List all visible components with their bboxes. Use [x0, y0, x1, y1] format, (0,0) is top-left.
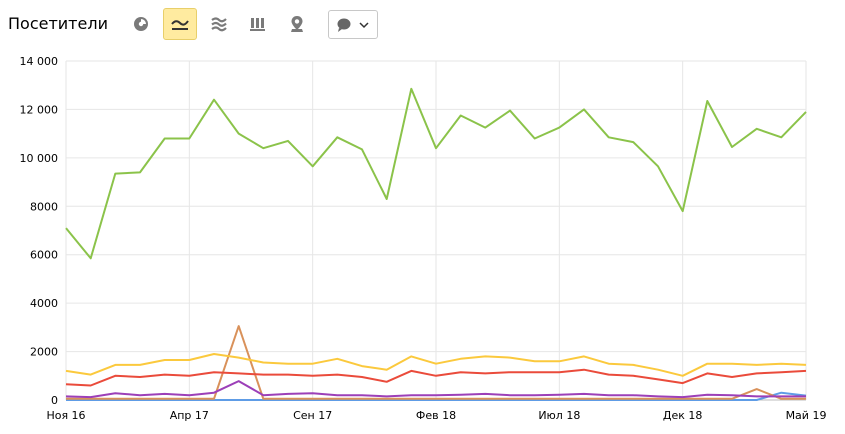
y-tick-label: 8000: [30, 200, 58, 213]
bar-chart-button[interactable]: [241, 8, 275, 40]
y-tick-label: 6000: [30, 249, 58, 262]
speech-bubble-icon: [337, 18, 351, 32]
x-tick-label: Май 19: [786, 409, 827, 422]
area-chart-button[interactable]: [202, 8, 236, 40]
x-tick-label: Сен 17: [293, 409, 332, 422]
y-tick-label: 2000: [30, 346, 58, 359]
pie-chart-button[interactable]: [124, 8, 158, 40]
y-tick-label: 12 000: [20, 103, 59, 116]
x-tick-label: Ноя 16: [46, 409, 85, 422]
chart-header: Посетители: [0, 0, 845, 52]
y-tick-label: 0: [51, 394, 58, 407]
chart-title: Посетители: [8, 14, 108, 33]
x-tick-label: Фев 18: [416, 409, 456, 422]
line-chart: 0 2000 4000 6000 8000 10 000 12 000 14 000 Ноя 1…: [20, 55, 827, 422]
y-tick-label: 10 000: [20, 152, 59, 165]
annotations-dropdown[interactable]: [328, 10, 378, 39]
bar-chart-icon: [250, 18, 265, 31]
series-line: [66, 391, 807, 401]
map-pin-icon: [291, 16, 303, 32]
x-tick-label: Июл 18: [538, 409, 580, 422]
area-chart-icon: [211, 17, 227, 32]
series-line: [65, 353, 807, 377]
line-chart-button[interactable]: [163, 8, 197, 40]
series-line: [65, 87, 807, 260]
line-chart-icon: [171, 20, 189, 30]
pie-chart-icon: [134, 17, 148, 31]
y-tick-label: 4000: [30, 297, 58, 310]
y-tick-label: 14 000: [20, 55, 59, 68]
x-tick-label: Дек 18: [663, 409, 703, 422]
series-line: [65, 368, 807, 387]
series-line: [66, 325, 806, 400]
chevron-down-icon: [359, 21, 369, 28]
series-line: [65, 380, 806, 399]
map-button[interactable]: [280, 8, 314, 40]
x-tick-label: Апр 17: [170, 409, 209, 422]
